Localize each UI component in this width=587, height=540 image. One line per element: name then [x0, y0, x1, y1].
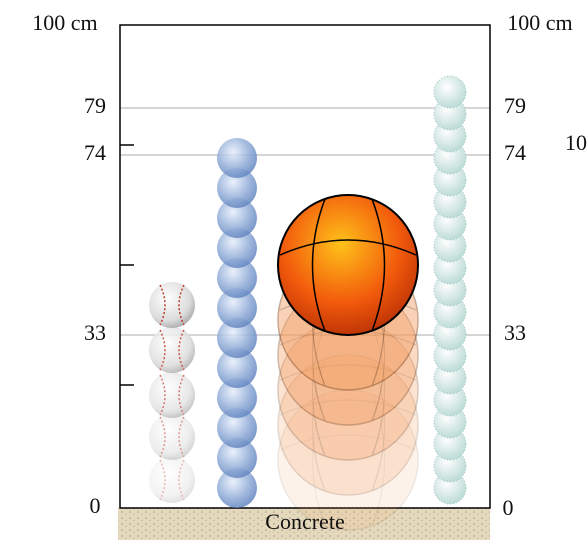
axis-label: 79 [504, 93, 526, 118]
ground-label: Concrete [265, 509, 344, 534]
axis-label: 0 [90, 493, 101, 518]
baseball [149, 414, 195, 460]
axis-label: 74 [504, 140, 526, 165]
baseball-body [149, 282, 195, 328]
axis-label: 33 [504, 320, 526, 345]
axis-label: 74 [84, 140, 106, 165]
baseball [149, 372, 195, 418]
baseball-body [149, 457, 195, 503]
axis-label: 79 [84, 93, 106, 118]
baseball-body [149, 414, 195, 460]
basketball [278, 195, 418, 335]
axis-label: 100 cm [507, 10, 572, 35]
edge-text: 10 [565, 130, 587, 155]
axis-label: 100 cm [32, 10, 97, 35]
baseball [149, 327, 195, 373]
baseball [149, 457, 195, 503]
axis-label: 33 [84, 320, 106, 345]
baseball-body [149, 327, 195, 373]
axis-label: 0 [503, 495, 514, 520]
superball [217, 138, 257, 178]
figure: 100 cm 79 74 33 0 100 cm 79 74 33 0 Conc… [0, 0, 587, 540]
basketball-body [278, 195, 418, 335]
ping-pong-ball [434, 76, 466, 108]
baseball [149, 282, 195, 328]
baseball-body [149, 372, 195, 418]
